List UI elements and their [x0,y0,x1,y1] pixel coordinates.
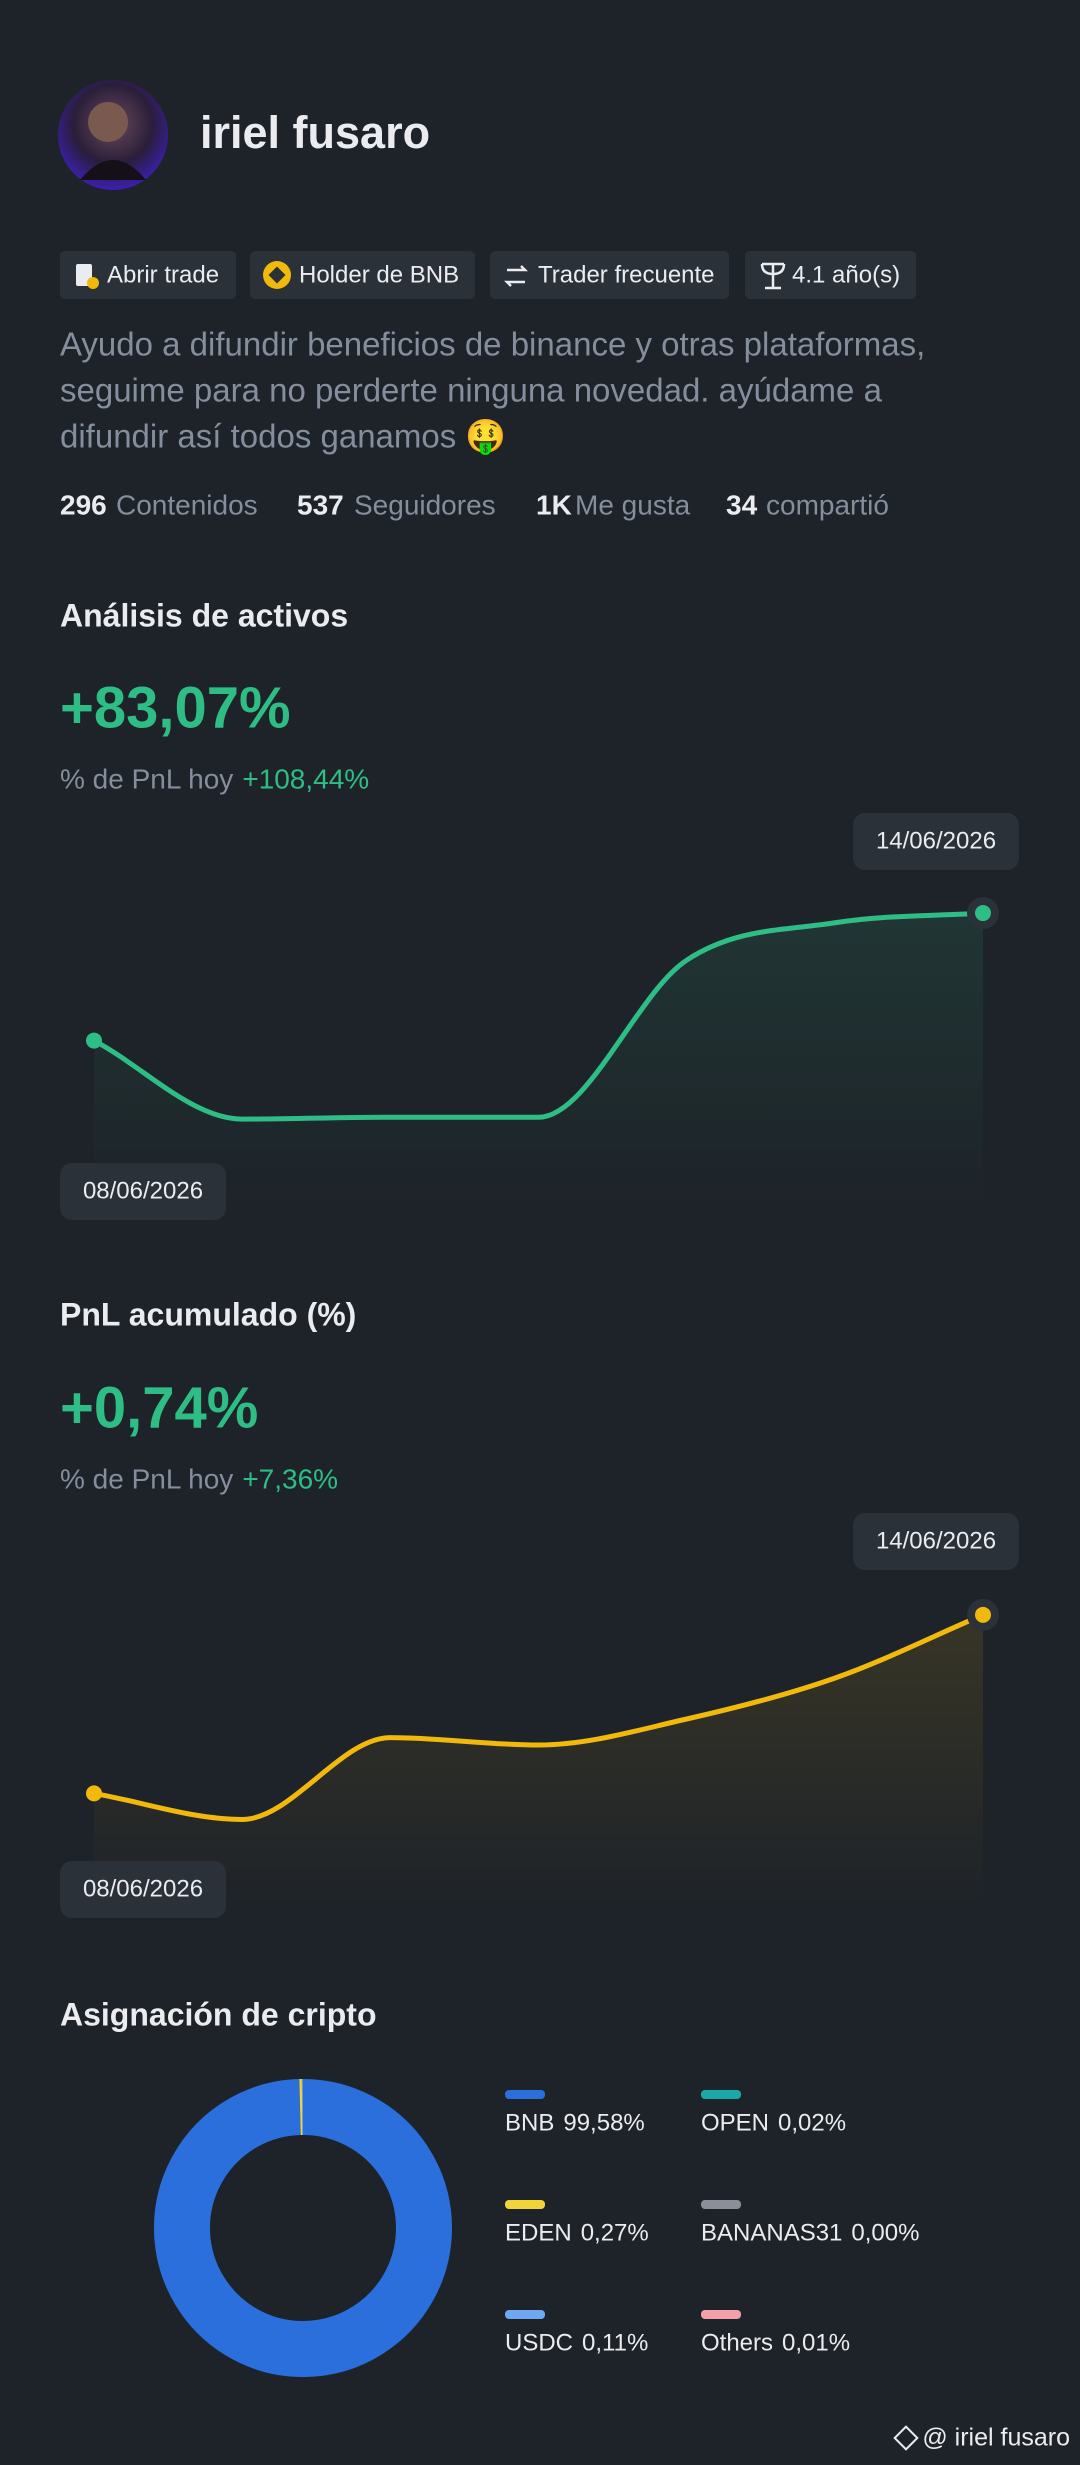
legend-swatch [701,2310,741,2319]
pnl-label: % de PnL hoy [60,763,233,794]
point [975,1606,991,1623]
date-label: 14/06/2026 [876,827,996,854]
legend-swatch [701,2200,741,2209]
stat-label: Seguidores [354,489,496,520]
badge[interactable] [60,251,236,299]
headline: +0,74% [60,1375,258,1440]
legend-label: USDC [505,2329,573,2356]
badge-label: Abrir trade [107,261,219,288]
footer-icon [893,2425,919,2451]
legend-swatch [505,2200,545,2209]
badge-icon [760,262,786,290]
legend-value: 0,27% [581,2219,649,2246]
badge-label: 4.1 año(s) [792,261,900,288]
footer: @ iriel fusaro [893,2424,1070,2452]
donut-segment [154,2079,452,2377]
point [86,1785,102,1802]
area-fill [94,1614,983,1905]
badge-label: Trader frecuente [538,261,715,288]
line [91,910,986,1122]
avatar-body [80,160,146,180]
date-label-box [853,1513,1019,1570]
line [91,1612,986,1822]
badge-icon [268,266,286,284]
legend-swatch [505,2310,545,2319]
pnl-label: % de PnL hoy [60,1463,233,1494]
stat-value: 34 [726,489,758,520]
section-title: PnL acumulado (%) [60,1296,356,1332]
badge-icon [503,265,529,287]
stat-label: Me gusta [575,489,691,520]
legend-label: OPEN [701,2109,769,2136]
legend-swatch [505,2090,545,2099]
section-title: Análisis de activos [60,597,348,633]
area-fill [94,913,983,1207]
bio-line: difundir así todos ganamos 🤑 [60,418,507,457]
badge[interactable] [250,251,475,299]
date-label: 08/06/2026 [83,1875,203,1902]
stat-value: 1K [536,489,572,520]
section-title: Asignación de cripto [60,1996,376,2032]
pnl-today: +7,36% [242,1463,338,1494]
point [975,905,991,922]
badge-label: Holder de BNB [299,261,459,288]
legend-value: 0,11% [582,2329,648,2356]
stat-value: 537 [297,489,344,520]
stat-label: Contenidos [116,489,258,520]
legend-value: 0,00% [851,2219,919,2246]
profile-name: iriel fusaro [200,107,430,158]
footer-text: @ iriel fusaro [922,2424,1070,2452]
badges: Abrir trade Holder de BNB Trader frecuen… [60,251,916,299]
legend-label: Others [701,2329,773,2356]
chart-section: Asignación de cripto BNB 99,58% OPEN 0,02% ED… [60,1996,919,2377]
legend-label: EDEN [505,2219,572,2246]
legend-swatch [701,2090,741,2099]
badge[interactable] [745,251,916,299]
avatar-face [88,102,128,142]
badge[interactable] [490,251,729,299]
date-label: 08/06/2026 [83,1177,203,1204]
legend-value: 99,58% [563,2109,644,2136]
pnl-today: +108,44% [242,763,369,794]
stat-label: compartió [766,489,889,520]
legend-label: BANANAS31 [701,2219,842,2246]
headline: +83,07% [60,675,291,740]
date-label-box [60,1861,226,1918]
chart-section: Análisis de activos +83,07% % de PnL hoy +1… [60,597,1019,1220]
bio-line: seguime para no perderte ninguna novedad… [60,372,883,409]
legend-value: 0,01% [782,2329,850,2356]
point [86,1032,102,1049]
date-label-box [853,813,1019,870]
stat-value: 296 [60,489,107,520]
badge-icon [87,277,99,289]
chart-section: PnL acumulado (%) +0,74% % de PnL hoy +7,36… [60,1296,1019,1918]
date-label: 14/06/2026 [876,1527,996,1554]
legend-value: 0,02% [778,2109,846,2136]
legend-label: BNB [505,2109,554,2136]
bio-line: Ayudo a difundir beneficios de binance y… [60,326,925,363]
date-label-box [60,1163,226,1220]
